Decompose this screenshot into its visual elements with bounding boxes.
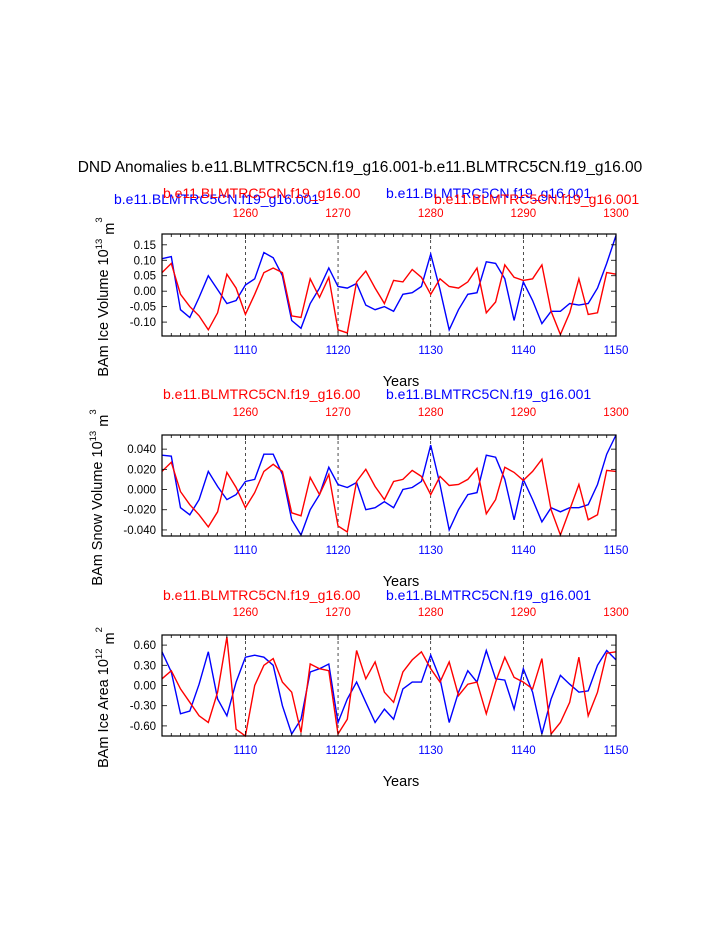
y-axis-label-part: m [102, 632, 118, 648]
y-axis-label-part: 13 [88, 431, 99, 442]
x-top-tick-label: 1280 [418, 607, 444, 619]
legend-blue-right: b.e11.BLMTRC5CN.f19_g16.001 [386, 185, 591, 201]
series-line-red [161, 636, 617, 738]
main-title: DND Anomalies b.e11.BLMTRC5CN.f19_g16.00… [78, 159, 643, 176]
series-line-blue [161, 235, 617, 332]
y-axis-label-part: m [96, 415, 112, 431]
y-axis-label-part: 2 [94, 627, 105, 632]
series-line-blue [161, 648, 617, 736]
y-axis-label-part: 3 [94, 217, 105, 222]
y-tick-label: 0.040 [127, 444, 156, 456]
plot-frame [161, 434, 617, 537]
x-tick-label: 1120 [326, 545, 351, 557]
x-top-tick-label: 1290 [511, 607, 537, 619]
y-tick-label: 0.15 [134, 240, 156, 252]
x-top-tick-label: 1280 [418, 208, 444, 220]
y-tick-label: -0.05 [130, 302, 156, 314]
y-tick-label: 0.10 [134, 255, 156, 267]
panel-3: 1110 1120 1130 1140 1150 1260 1270 1280 1290 1300… [94, 607, 629, 790]
x-top-tick-label: 1300 [603, 407, 629, 419]
legend-red-left: b.e11.BLMTRC5CN.f19_g16.00 [163, 185, 361, 201]
x-top-tick-label: 1290 [511, 208, 537, 220]
x-axis-label: Years [383, 574, 420, 590]
legend-blue-left: b.e11.BLMTRC5CN.f19_g16.001 [114, 191, 319, 207]
x-axis-label: Years [383, 774, 420, 790]
x-top-tick-label: 1270 [325, 607, 351, 619]
x-top-tick-label: 1290 [511, 407, 537, 419]
x-tick-label: 1110 [233, 545, 257, 557]
x-tick-label: 1150 [604, 745, 629, 757]
plot-frame [161, 233, 617, 337]
x-top-tick-label: 1260 [233, 607, 259, 619]
legend-blue-panel2: b.e11.BLMTRC5CN.f19_g16.001 [386, 386, 591, 402]
y-axis-label-part: BAm Snow Volume 10 [90, 441, 106, 585]
y-tick-label: 0.020 [127, 464, 156, 476]
x-tick-label: 1120 [326, 745, 351, 757]
y-tick-label: 0.00 [134, 286, 156, 298]
y-tick-label: 0.30 [134, 660, 156, 672]
legend-blue-panel3: b.e11.BLMTRC5CN.f19_g16.001 [386, 587, 591, 603]
y-tick-label: -0.60 [130, 721, 156, 733]
x-tick-label: 1140 [511, 545, 536, 557]
x-tick-label: 1110 [233, 345, 257, 357]
x-tick-label: 1150 [604, 545, 629, 557]
x-tick-label: 1130 [418, 745, 443, 757]
x-top-tick-label: 1270 [325, 208, 351, 220]
y-axis-label: BAm Snow Volume 1013 m3 [88, 409, 112, 585]
series-line-red [161, 457, 617, 538]
x-tick-label: 1130 [418, 345, 443, 357]
x-top-tick-label: 1300 [603, 607, 629, 619]
x-tick-label: 1140 [511, 345, 536, 357]
x-tick-label: 1150 [604, 345, 629, 357]
y-tick-label: 0.00 [134, 681, 156, 693]
plot-frame [161, 634, 617, 737]
y-axis-label-part: BAm Ice Volume 10 [96, 249, 112, 376]
y-axis-label-part: 13 [94, 239, 105, 250]
y-axis-label-part: BAm Ice Area 10 [96, 659, 112, 768]
y-tick-label: 0.05 [134, 271, 156, 283]
legend-red-right: b.e11.BLMTRC5CN.f19_g16.001 [434, 191, 639, 207]
x-top-tick-label: 1260 [233, 407, 259, 419]
y-tick-label: -0.020 [123, 505, 156, 517]
y-axis-label: BAm Ice Volume 1013 m3 [94, 217, 118, 376]
x-axis-label: Years [383, 374, 420, 390]
x-top-tick-label: 1270 [325, 407, 351, 419]
legend-red-panel2: b.e11.BLMTRC5CN.f19_g16.00 [163, 386, 361, 402]
y-tick-label: -0.10 [130, 317, 156, 329]
panel-2: 1110 1120 1130 1140 1150 1260 1270 1280 1290 1300… [88, 407, 629, 590]
series-line-red [161, 262, 617, 337]
y-axis-label-part: 3 [88, 409, 99, 414]
y-tick-label: 0.60 [134, 640, 156, 652]
y-axis-label: BAm Ice Area 1012 m2 [94, 627, 118, 768]
y-tick-label: -0.040 [123, 525, 156, 537]
y-axis-label-part: 12 [94, 649, 105, 660]
x-top-tick-label: 1280 [418, 407, 444, 419]
x-tick-label: 1130 [418, 545, 443, 557]
x-top-tick-label: 1300 [603, 208, 629, 220]
x-tick-label: 1120 [326, 345, 351, 357]
x-tick-label: 1110 [233, 745, 257, 757]
y-tick-label: 0.000 [127, 485, 156, 497]
panel-1: 1110 1120 1130 1140 1150 1260 1270 1280 1290 1300… [94, 208, 629, 390]
y-tick-label: -0.30 [130, 701, 156, 713]
y-axis-label-part: m [102, 223, 118, 239]
x-top-tick-label: 1260 [233, 208, 259, 220]
x-tick-label: 1140 [511, 745, 536, 757]
legend-red-panel3: b.e11.BLMTRC5CN.f19_g16.00 [163, 587, 361, 603]
series-line-blue [161, 434, 617, 537]
